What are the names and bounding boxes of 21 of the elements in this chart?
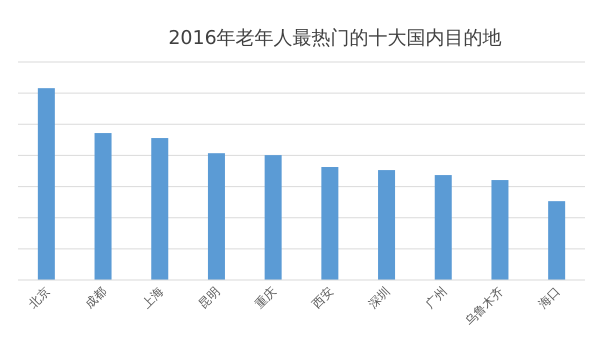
bar [321, 167, 338, 280]
x-tick-label: 昆明 [196, 284, 223, 312]
bar [151, 138, 168, 280]
bar [208, 153, 225, 280]
x-tick-label: 西安 [309, 284, 336, 312]
bar [264, 155, 282, 280]
x-tick-label: 重庆 [252, 284, 280, 312]
bar [38, 88, 55, 280]
x-tick-label: 乌鲁木齐 [462, 284, 506, 328]
chart-title: 2016年老年人最热门的十大国内目的地 [168, 27, 502, 49]
bar [548, 201, 566, 280]
x-tick-label: 广州 [422, 284, 450, 312]
bar [491, 180, 508, 280]
x-tick-label: 海口 [536, 284, 563, 312]
x-tick-label: 北京 [26, 284, 52, 312]
bar [378, 170, 396, 280]
bar [434, 175, 452, 280]
x-tick-label: 成都 [82, 284, 110, 312]
x-tick-label: 深圳 [366, 284, 393, 312]
x-tick-label: 上海 [139, 284, 166, 312]
bar [94, 133, 112, 280]
